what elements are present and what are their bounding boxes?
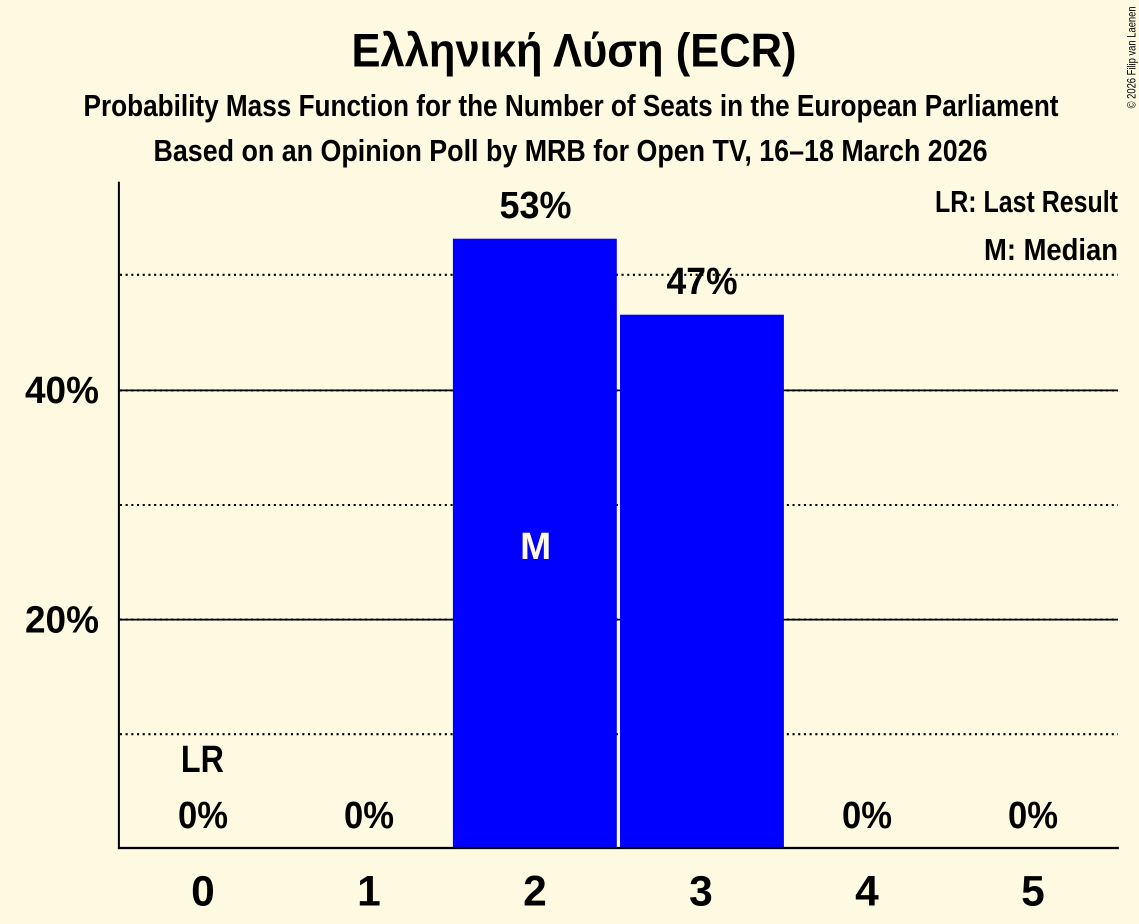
svg-text:M: M bbox=[520, 526, 551, 568]
svg-text:Ελληνική Λύση (ECR): Ελληνική Λύση (ECR) bbox=[352, 23, 797, 76]
svg-text:5: 5 bbox=[1021, 869, 1045, 916]
svg-text:0%: 0% bbox=[842, 795, 892, 837]
svg-text:Based on an Opinion Poll by MR: Based on an Opinion Poll by MRB for Open… bbox=[154, 133, 988, 168]
svg-text:0%: 0% bbox=[1008, 795, 1058, 837]
svg-text:47%: 47% bbox=[667, 261, 738, 303]
svg-text:1: 1 bbox=[357, 869, 381, 916]
svg-text:53%: 53% bbox=[500, 185, 572, 227]
svg-text:Probability Mass Function for: Probability Mass Function for the Number… bbox=[84, 88, 1059, 123]
svg-text:40%: 40% bbox=[25, 370, 99, 412]
svg-text:4: 4 bbox=[855, 869, 879, 916]
svg-text:LR: LR bbox=[181, 739, 224, 781]
svg-text:2: 2 bbox=[523, 869, 547, 916]
svg-text:© 2026 Filip van Laenen: © 2026 Filip van Laenen bbox=[1124, 6, 1138, 108]
svg-text:0: 0 bbox=[191, 869, 215, 916]
svg-text:20%: 20% bbox=[25, 600, 99, 642]
svg-text:0%: 0% bbox=[178, 795, 228, 837]
svg-text:M: Median: M: Median bbox=[984, 232, 1118, 267]
svg-text:0%: 0% bbox=[344, 795, 394, 837]
svg-text:3: 3 bbox=[689, 869, 713, 916]
svg-text:LR: Last Result: LR: Last Result bbox=[935, 184, 1118, 219]
